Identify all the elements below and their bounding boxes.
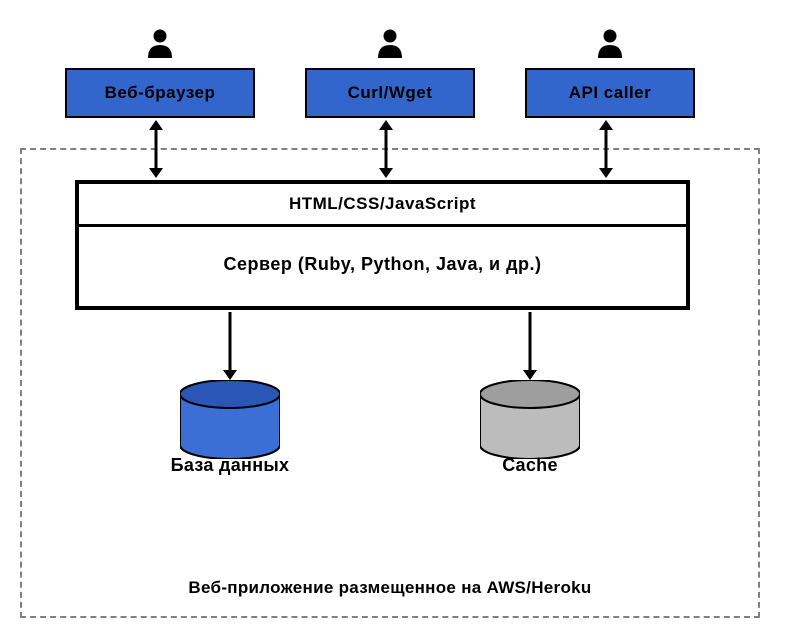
server-row-backend: Сервер (Ruby, Python, Java, и др.) [79, 254, 686, 275]
double-arrow-icon [594, 120, 618, 183]
double-arrow-icon [374, 120, 398, 183]
storage-label: Cache [430, 455, 630, 476]
storage-cylinder-icon [180, 380, 280, 464]
down-arrow-icon [518, 312, 542, 385]
server-box: HTML/CSS/JavaScript Сервер (Ruby, Python… [75, 180, 690, 310]
client-box: Веб-браузер [65, 68, 255, 118]
client-label: API caller [569, 83, 652, 103]
person-icon [596, 28, 624, 58]
double-arrow-icon [144, 120, 168, 183]
storage-cylinder-icon [480, 380, 580, 464]
person-icon [376, 28, 404, 58]
client-label: Веб-браузер [105, 83, 216, 103]
server-divider [79, 224, 686, 227]
server-row-frontend: HTML/CSS/JavaScript [79, 194, 686, 214]
client-box: Curl/Wget [305, 68, 475, 118]
client-box: API caller [525, 68, 695, 118]
diagram-canvas: Веб-браузер Curl/Wget API caller Веб-прило… [0, 0, 786, 629]
person-icon [146, 28, 174, 58]
storage-label: База данных [130, 455, 330, 476]
host-caption: Веб-приложение размещенное на AWS/Heroku [20, 578, 760, 598]
down-arrow-icon [218, 312, 242, 385]
client-label: Curl/Wget [348, 83, 433, 103]
